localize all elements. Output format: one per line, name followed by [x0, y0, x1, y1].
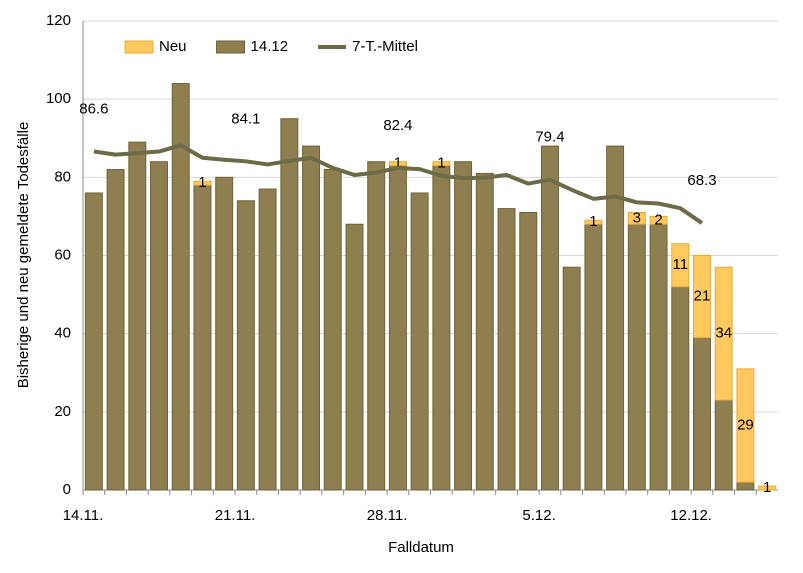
bar	[150, 161, 168, 491]
bar	[215, 176, 234, 491]
bar	[497, 208, 516, 491]
bar	[693, 337, 711, 491]
bar	[649, 223, 668, 491]
x-axis-label: Falldatum	[388, 539, 454, 556]
data-label: 34	[715, 325, 732, 342]
bar	[323, 169, 342, 491]
line	[93, 143, 704, 225]
legend-swatch	[124, 40, 154, 54]
bar	[388, 161, 407, 167]
bar	[171, 83, 190, 491]
bar	[432, 161, 451, 167]
data-label: 1	[394, 155, 402, 172]
x-tick-label: 21.11.	[215, 507, 256, 524]
bar	[736, 368, 755, 483]
legend-swatch	[216, 40, 246, 54]
data-label: 1	[437, 155, 445, 172]
bar	[410, 192, 429, 491]
bar	[671, 286, 690, 491]
bar	[280, 118, 299, 491]
bar	[584, 223, 603, 491]
bar	[671, 243, 690, 288]
y-tick-label: 40	[54, 325, 71, 342]
bar	[193, 184, 212, 491]
bar	[345, 223, 364, 491]
y-tick-label: 100	[46, 90, 71, 107]
y-tick-label: 60	[54, 246, 71, 263]
data-label: 21	[694, 288, 711, 305]
x-tick-label: 5.12.	[522, 507, 555, 524]
bar	[714, 266, 733, 401]
y-tick-label: 20	[54, 403, 71, 420]
x-tick-label: 28.11.	[367, 507, 408, 524]
bar	[627, 223, 646, 491]
bar	[193, 180, 212, 186]
bar	[388, 165, 407, 491]
bar	[236, 200, 255, 491]
bar	[106, 169, 125, 491]
bar	[758, 485, 777, 491]
y-tick-label: 0	[63, 481, 71, 498]
line-label: 86.6	[79, 101, 108, 118]
bar	[736, 481, 755, 491]
data-label: 1	[589, 213, 597, 230]
line-label: 82.4	[383, 117, 412, 134]
data-label: 11	[672, 256, 688, 273]
bar	[454, 161, 473, 491]
bar	[540, 145, 559, 491]
data-label: 1	[763, 479, 771, 496]
y-tick-label: 120	[46, 12, 71, 29]
y-axis-label: Bisherige und neu gemeldete Todesfälle	[15, 122, 32, 389]
bar	[693, 255, 711, 339]
bar	[627, 212, 646, 225]
bar	[519, 212, 538, 491]
data-label: 2	[654, 211, 662, 228]
bar	[432, 165, 451, 491]
line-label: 84.1	[231, 110, 260, 127]
line-label: 68.3	[687, 172, 716, 189]
bar	[584, 219, 603, 225]
bar	[258, 188, 277, 491]
legend-label: 14.12	[251, 38, 289, 55]
bar	[562, 266, 581, 491]
data-label: 3	[633, 209, 641, 226]
bar	[475, 172, 494, 491]
bar	[649, 215, 668, 225]
bar	[714, 399, 733, 491]
x-tick-label: 14.11.	[63, 507, 104, 524]
data-label: 29	[737, 416, 754, 433]
bar	[128, 141, 147, 491]
legend-label: 7-T.-Mittel	[352, 38, 418, 55]
bar	[606, 145, 625, 491]
bar	[84, 192, 103, 491]
x-tick-label: 12.12.	[670, 507, 712, 524]
line-label: 79.4	[535, 129, 564, 146]
bar	[367, 161, 386, 491]
bar	[302, 145, 321, 491]
legend-label: Neu	[159, 38, 187, 55]
data-label: 1	[198, 174, 206, 191]
y-tick-label: 80	[54, 168, 71, 185]
